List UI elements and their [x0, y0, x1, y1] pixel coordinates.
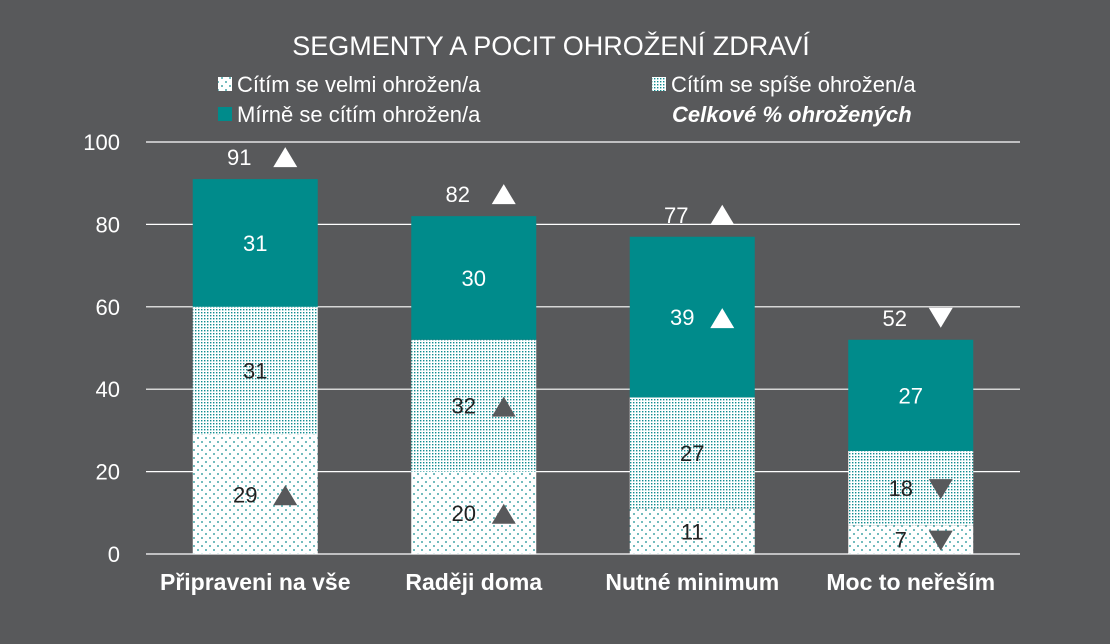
- y-tick-label-60: 60: [96, 295, 120, 320]
- chart-title: SEGMENTY A POCIT OHROŽENÍ ZDRAVÍ: [292, 30, 810, 61]
- bar-velmi-3: [848, 525, 974, 554]
- value-label-mirne-1: 30: [462, 266, 486, 291]
- y-tick-label-40: 40: [96, 377, 120, 402]
- trend-arrow-velmi-1-icon: [491, 503, 516, 524]
- value-label-spise-3: 18: [889, 476, 913, 501]
- legend-swatch-velmi: [218, 77, 232, 91]
- trend-arrow-velmi-3-icon: [928, 530, 953, 551]
- bar-spise-0: [192, 306, 318, 435]
- x-tick-label-0: Připraveni na vše: [160, 569, 351, 595]
- bar-mirne-3: [848, 339, 974, 451]
- x-tick-label-3: Moc to neřeším: [826, 569, 995, 595]
- bar-spise-3: [848, 451, 974, 526]
- trend-arrow-total-0-icon: [273, 147, 298, 168]
- trend-arrow-total-3-icon: [928, 307, 953, 328]
- y-tick-label-0: 0: [108, 542, 120, 567]
- trend-arrow-mirne-2-icon: [710, 308, 735, 329]
- trend-arrow-total-1-icon: [491, 184, 516, 205]
- y-tick-label-100: 100: [83, 130, 120, 155]
- total-label-0: 91: [227, 145, 251, 170]
- legend-label-total: Celkové % ohrožených: [672, 102, 912, 127]
- value-label-spise-0: 31: [243, 359, 267, 384]
- total-label-1: 82: [446, 182, 470, 207]
- value-label-velmi-0: 29: [233, 482, 257, 507]
- bar-mirne-2: [629, 236, 755, 398]
- legend-label-mirne: Mírně se cítím ohrožen/a: [237, 102, 481, 127]
- legend-label-spise: Cítím se spíše ohrožen/a: [671, 72, 916, 97]
- bar-spise-2: [629, 397, 755, 509]
- bar-spise-1: [411, 339, 537, 472]
- axes: 0 20 40 60 80 100 Připraveni na vše Raději doma…: [83, 130, 1020, 595]
- trend-arrow-spise-1-icon: [491, 396, 516, 417]
- legend-swatch-mirne: [218, 107, 232, 121]
- value-label-mirne-2: 39: [670, 305, 694, 330]
- legend-label-velmi: Cítím se velmi ohrožen/a: [237, 72, 481, 97]
- value-label-velmi-3: 7: [895, 528, 907, 553]
- x-tick-label-1: Raději doma: [405, 569, 542, 595]
- value-label-mirne-0: 31: [243, 231, 267, 256]
- y-tick-label-20: 20: [96, 460, 120, 485]
- value-label-velmi-2: 11: [681, 519, 704, 544]
- x-tick-label-2: Nutné minimum: [605, 569, 779, 595]
- bar-mirne-0: [192, 179, 318, 307]
- value-label-spise-2: 27: [680, 441, 704, 466]
- trend-arrow-total-2-icon: [710, 204, 735, 225]
- y-tick-label-80: 80: [96, 212, 120, 237]
- total-label-3: 52: [883, 306, 907, 331]
- total-label-2: 77: [664, 203, 688, 228]
- bar-velmi-1: [411, 471, 537, 554]
- value-label-mirne-3: 27: [899, 383, 923, 408]
- legend-swatch-spise: [652, 77, 666, 91]
- value-label-spise-1: 32: [452, 394, 476, 419]
- trend-arrow-velmi-0-icon: [273, 485, 298, 506]
- bar-velmi-0: [192, 434, 318, 554]
- bar-mirne-1: [411, 216, 537, 340]
- value-label-velmi-1: 20: [452, 501, 476, 526]
- trend-arrow-spise-3-icon: [928, 479, 953, 500]
- legend: Cítím se velmi ohrožen/a Cítím se spíše …: [218, 72, 916, 127]
- bars: [192, 179, 974, 554]
- bar-velmi-2: [629, 508, 755, 554]
